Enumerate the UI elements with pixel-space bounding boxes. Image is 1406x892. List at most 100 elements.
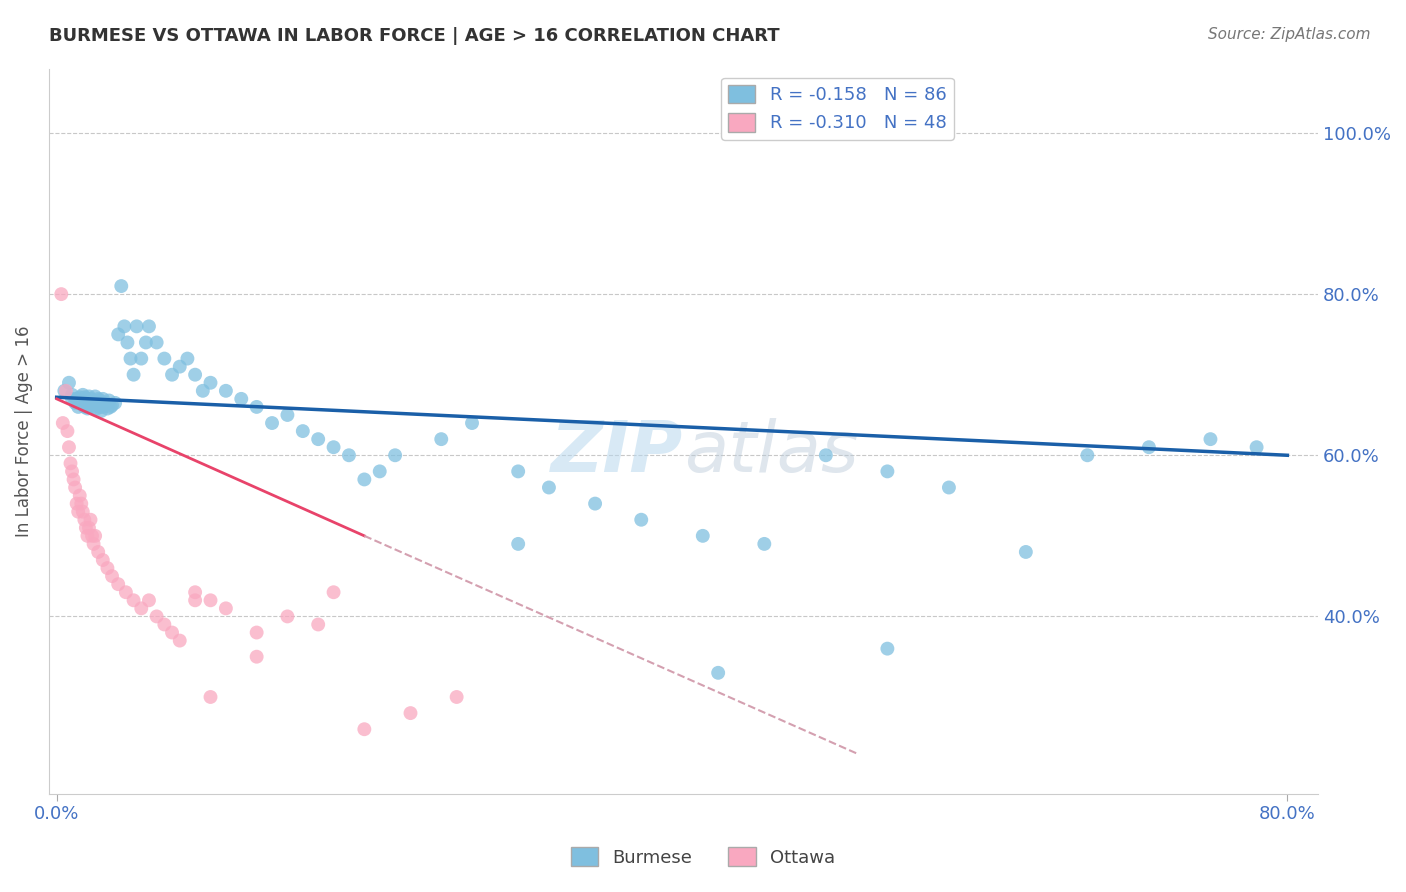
Point — [1137, 440, 1160, 454]
Point — [176, 351, 198, 366]
Point — [79, 398, 101, 412]
Point — [96, 401, 118, 416]
Point — [1246, 440, 1268, 454]
Point — [96, 561, 118, 575]
Point — [260, 416, 283, 430]
Point — [754, 537, 776, 551]
Point — [60, 464, 83, 478]
Point — [107, 327, 129, 342]
Point — [169, 359, 191, 374]
Point — [100, 400, 122, 414]
Point — [73, 390, 96, 404]
Point — [322, 440, 344, 454]
Point — [630, 513, 652, 527]
Point — [291, 424, 314, 438]
Point — [215, 601, 238, 615]
Point — [77, 389, 100, 403]
Point — [122, 593, 145, 607]
Point — [125, 319, 148, 334]
Point — [72, 505, 94, 519]
Point — [104, 396, 127, 410]
Point — [76, 529, 98, 543]
Point — [58, 440, 80, 454]
Point — [67, 400, 90, 414]
Point — [307, 432, 329, 446]
Point — [87, 392, 110, 406]
Point — [120, 351, 142, 366]
Point — [399, 706, 422, 720]
Point — [1076, 448, 1098, 462]
Point — [145, 609, 167, 624]
Point — [84, 389, 107, 403]
Point — [60, 388, 83, 402]
Point — [215, 384, 238, 398]
Point — [55, 384, 77, 398]
Point — [79, 513, 101, 527]
Point — [86, 396, 108, 410]
Point — [160, 368, 183, 382]
Point — [87, 545, 110, 559]
Point — [73, 400, 96, 414]
Point — [86, 401, 108, 416]
Point — [66, 497, 89, 511]
Text: ZIP: ZIP — [551, 418, 683, 487]
Point — [938, 481, 960, 495]
Point — [84, 529, 107, 543]
Point — [60, 392, 83, 406]
Point — [322, 585, 344, 599]
Point — [69, 390, 91, 404]
Point — [76, 393, 98, 408]
Point — [692, 529, 714, 543]
Point — [231, 392, 253, 406]
Point — [89, 400, 111, 414]
Point — [153, 617, 176, 632]
Point — [98, 393, 121, 408]
Point — [191, 384, 214, 398]
Point — [276, 609, 298, 624]
Point — [117, 335, 139, 350]
Point — [91, 553, 114, 567]
Point — [59, 456, 82, 470]
Point — [707, 665, 730, 680]
Point — [876, 641, 898, 656]
Point — [75, 396, 97, 410]
Point — [94, 396, 117, 410]
Point — [73, 513, 96, 527]
Y-axis label: In Labor Force | Age > 16: In Labor Force | Age > 16 — [15, 326, 32, 537]
Point — [537, 481, 560, 495]
Point — [70, 497, 93, 511]
Point — [145, 335, 167, 350]
Point — [69, 489, 91, 503]
Legend: Burmese, Ottawa: Burmese, Ottawa — [564, 840, 842, 874]
Point — [110, 279, 132, 293]
Point — [84, 393, 107, 408]
Point — [72, 388, 94, 402]
Point — [77, 521, 100, 535]
Point — [122, 368, 145, 382]
Point — [461, 416, 484, 430]
Point — [79, 392, 101, 406]
Point — [129, 601, 152, 615]
Point — [138, 319, 160, 334]
Point — [51, 287, 73, 301]
Point — [307, 617, 329, 632]
Point — [80, 529, 103, 543]
Point — [53, 384, 76, 398]
Point — [80, 396, 103, 410]
Point — [89, 393, 111, 408]
Point — [583, 497, 606, 511]
Point — [115, 585, 138, 599]
Point — [101, 569, 124, 583]
Text: Source: ZipAtlas.com: Source: ZipAtlas.com — [1208, 27, 1371, 42]
Point — [184, 593, 207, 607]
Point — [169, 633, 191, 648]
Point — [107, 577, 129, 591]
Point — [246, 649, 269, 664]
Point — [67, 505, 90, 519]
Point — [160, 625, 183, 640]
Point — [58, 376, 80, 390]
Point — [129, 351, 152, 366]
Point — [91, 392, 114, 406]
Point — [353, 472, 375, 486]
Point — [83, 400, 105, 414]
